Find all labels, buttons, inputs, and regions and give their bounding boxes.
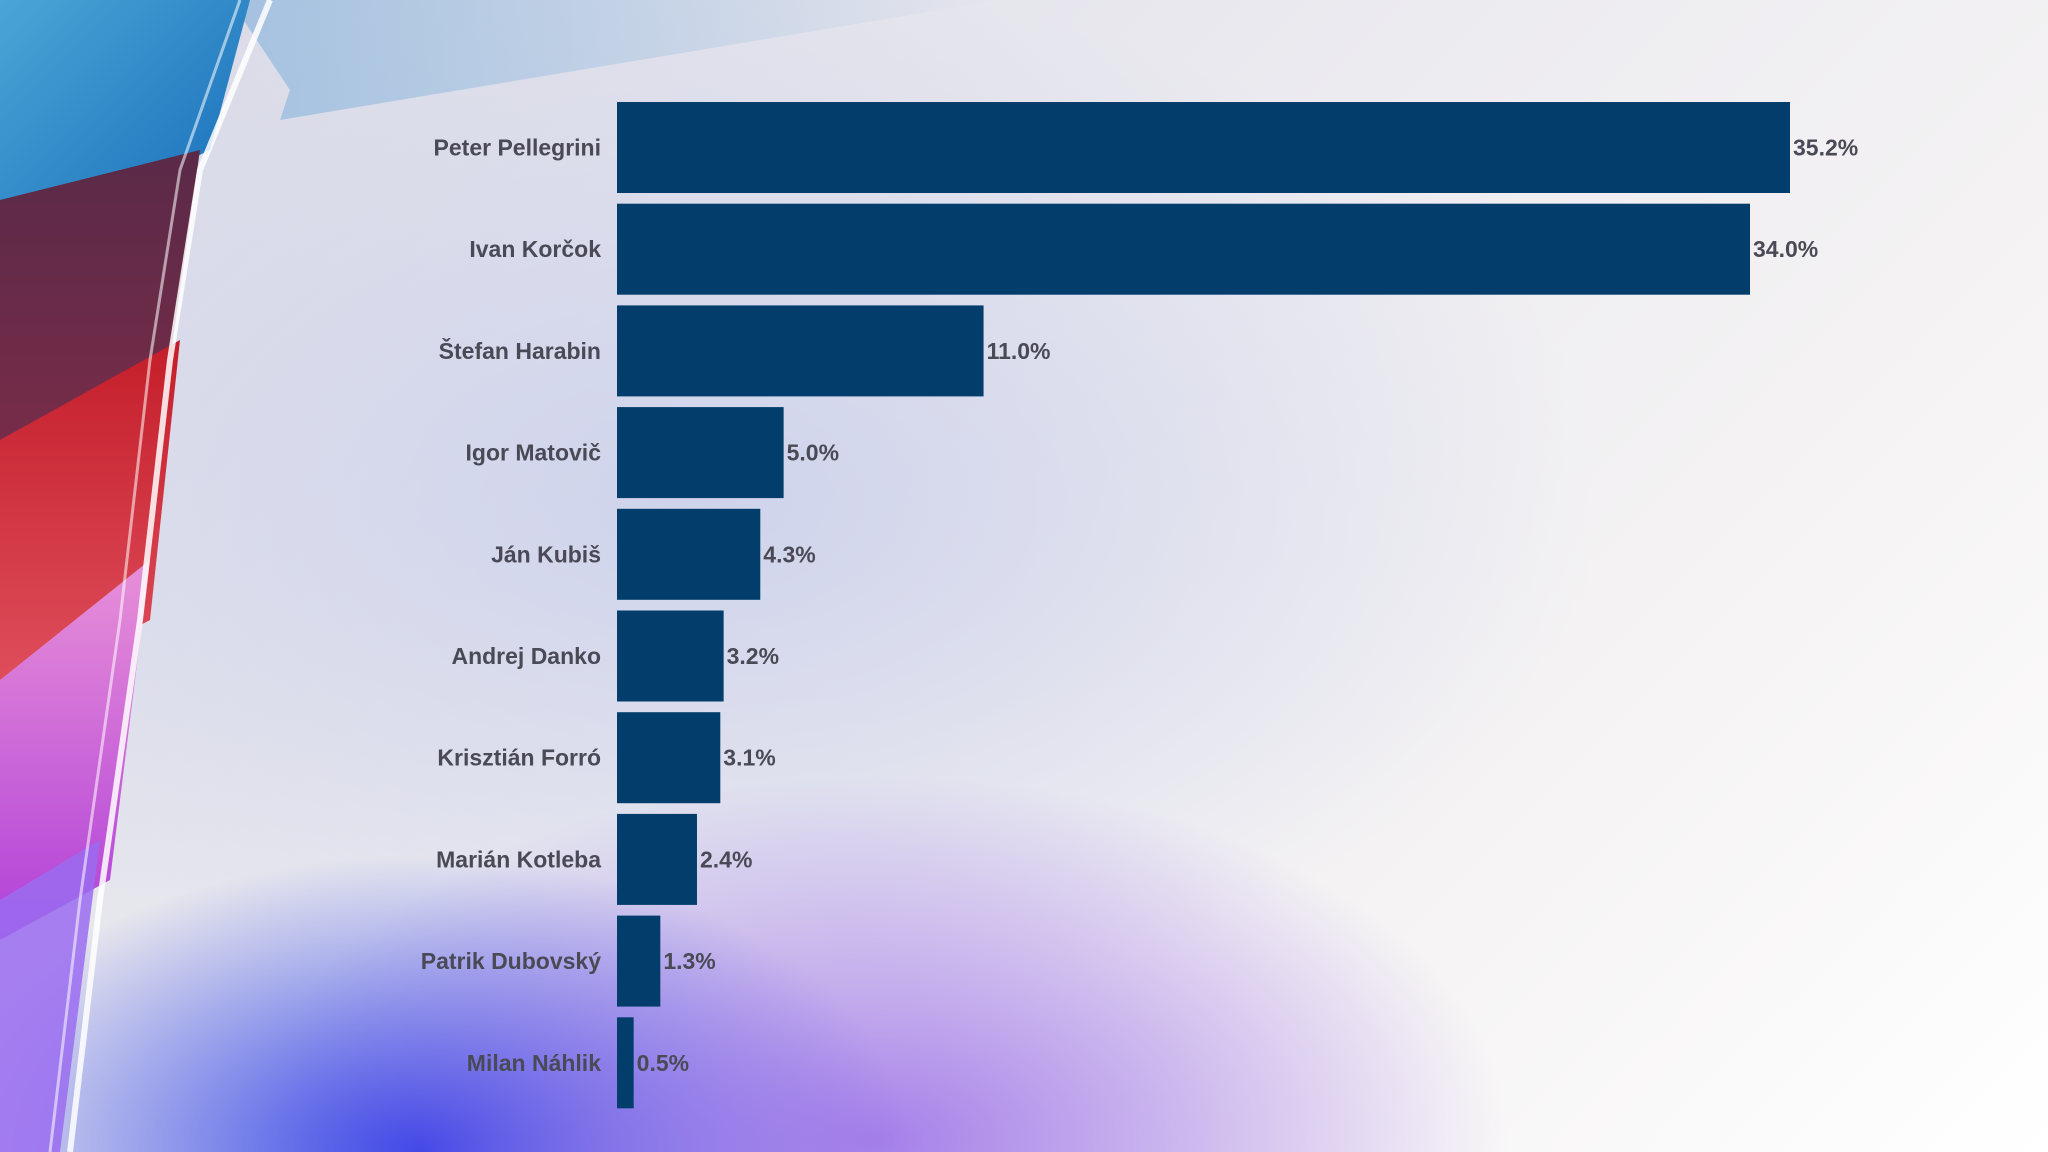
value-label: 34.0% — [1753, 236, 1818, 262]
value-label: 2.4% — [700, 846, 752, 872]
bar — [617, 1017, 634, 1109]
bar — [617, 915, 661, 1007]
category-label: Ivan Korčok — [469, 236, 601, 262]
bar — [617, 813, 697, 905]
category-label: Igor Matovič — [466, 440, 602, 466]
bar — [617, 610, 724, 702]
value-label: 1.3% — [663, 948, 715, 974]
value-label: 5.0% — [787, 440, 839, 466]
bar — [617, 305, 984, 397]
value-label: 35.2% — [1793, 135, 1858, 161]
bar — [617, 508, 761, 600]
category-label: Andrej Danko — [451, 643, 601, 669]
category-label: Peter Pellegrini — [434, 135, 601, 161]
category-labels: Peter Pellegrini Ivan Korčok Štefan Harabi… — [421, 135, 601, 1076]
bar — [617, 712, 721, 804]
bars — [617, 102, 1790, 1109]
category-label: Patrik Dubovský — [421, 948, 601, 974]
value-label: 11.0% — [987, 338, 1051, 364]
value-label: 0.5% — [637, 1050, 689, 1076]
category-label: Krisztián Forró — [437, 745, 601, 771]
category-label: Ján Kubiš — [491, 541, 601, 567]
category-label: Marián Kotleba — [436, 846, 601, 872]
bar — [617, 203, 1751, 295]
value-label: 4.3% — [763, 541, 815, 567]
value-labels: 35.2% 34.0% 11.0% 5.0% 4.3% 3.2% 3.1% 2.4% 1.3% 0… — [637, 135, 1859, 1076]
category-label: Štefan Harabin — [439, 337, 601, 364]
category-label: Milan Náhlik — [467, 1050, 601, 1076]
value-label: 3.2% — [727, 643, 779, 669]
value-label: 3.1% — [723, 745, 775, 771]
bar — [617, 407, 784, 499]
bar — [617, 102, 1790, 193]
